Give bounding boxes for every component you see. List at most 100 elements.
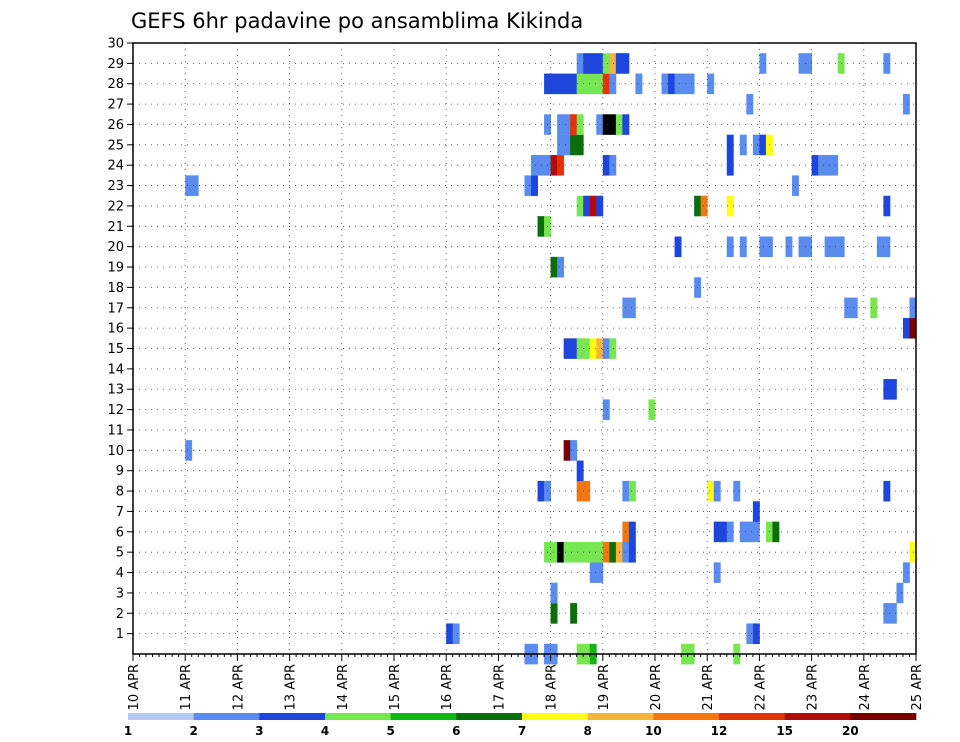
precip-cell	[550, 256, 558, 278]
heatmap-cells	[185, 53, 917, 665]
y-tick-label: 9	[116, 464, 124, 479]
precip-cell	[596, 562, 604, 583]
colorbar-segment	[719, 713, 785, 720]
precip-cell	[185, 440, 193, 461]
precip-cell	[713, 480, 721, 502]
precip-cell	[648, 399, 656, 420]
y-tick-label: 4	[116, 566, 124, 581]
x-tick-label: 15 APR	[388, 664, 403, 710]
colorbar-segment	[784, 713, 851, 720]
x-tick-label: 21 APR	[701, 664, 716, 710]
precip-cell	[752, 134, 760, 156]
precip-cell	[883, 480, 891, 502]
precip-cell	[602, 399, 610, 420]
x-tick-label: 16 APR	[440, 664, 455, 710]
precip-cell	[589, 53, 597, 74]
precip-cell	[726, 521, 734, 543]
precip-cell	[576, 480, 584, 502]
precip-cell	[707, 73, 715, 95]
x-tick-label: 19 APR	[597, 664, 612, 710]
precip-cell	[596, 53, 604, 74]
precip-cell	[752, 623, 760, 645]
precip-cell	[883, 53, 891, 74]
y-tick-label: 13	[107, 383, 124, 398]
precip-cell	[739, 236, 747, 258]
colorbar-segment	[259, 713, 326, 720]
x-tick-label: 25 APR	[910, 664, 925, 710]
precip-cell	[570, 338, 578, 359]
precip-cell	[805, 236, 813, 258]
precip-cell	[576, 114, 584, 135]
y-tick-label: 5	[116, 546, 124, 561]
precip-cell	[674, 73, 682, 95]
precip-cell	[602, 155, 610, 176]
colorbar-label: 2	[189, 724, 197, 738]
precip-cell	[570, 73, 578, 95]
precip-cell	[635, 73, 643, 95]
precip-cell	[563, 114, 571, 135]
precip-cell	[563, 541, 571, 563]
precip-cell	[563, 73, 571, 95]
precip-cell	[909, 317, 917, 339]
precip-cell	[589, 195, 597, 217]
precip-cell	[902, 317, 910, 339]
y-tick-label: 28	[107, 77, 124, 92]
precip-cell	[596, 195, 604, 217]
colorbar-label: 5	[386, 724, 394, 738]
precip-cell	[557, 256, 565, 278]
x-tick-label: 23 APR	[806, 664, 821, 710]
precip-cell	[576, 195, 584, 217]
precip-cell	[824, 155, 832, 176]
y-tick-label: 6	[116, 525, 124, 540]
precip-cell	[583, 195, 591, 217]
precip-cell	[831, 155, 839, 176]
precip-cell	[524, 175, 532, 196]
precip-cell	[557, 134, 565, 156]
y-tick-label: 1	[116, 627, 124, 642]
precip-cell	[602, 338, 610, 359]
y-tick-label: 18	[107, 281, 124, 296]
plot-frame	[132, 42, 917, 655]
precip-cell	[531, 175, 538, 196]
precip-cell	[550, 603, 558, 624]
y-tick-label: 2	[116, 607, 124, 622]
precip-cell	[583, 73, 591, 95]
colorbar-segment	[850, 713, 917, 720]
colorbar-segment	[456, 713, 523, 720]
precip-cell	[589, 541, 597, 563]
precip-cell	[759, 53, 767, 74]
colorbar-segment	[390, 713, 457, 720]
x-tick-label: 22 APR	[753, 664, 768, 710]
y-tick-label: 20	[107, 240, 124, 255]
precip-cell	[883, 236, 891, 258]
precip-cell	[889, 603, 897, 624]
colorbar-label: 8	[583, 724, 591, 738]
colorbar-segment	[587, 713, 654, 720]
y-tick-label: 17	[107, 301, 124, 316]
precip-cell	[752, 521, 760, 543]
precip-cell	[798, 236, 806, 258]
y-tick-label: 21	[107, 220, 124, 235]
precip-cell	[550, 73, 558, 95]
precip-cell	[550, 582, 558, 604]
y-tick-label: 12	[107, 403, 124, 418]
precip-cell	[576, 53, 584, 74]
precip-cell	[576, 134, 584, 156]
precip-cell	[902, 562, 910, 583]
precip-cell	[191, 175, 199, 196]
x-tick-label: 17 APR	[492, 664, 507, 710]
precip-cell	[883, 603, 891, 624]
y-tick-label: 16	[107, 322, 124, 337]
precip-cell	[583, 53, 591, 74]
precip-cell	[570, 134, 578, 156]
precip-cell	[896, 582, 904, 604]
precip-cell	[700, 195, 708, 217]
x-tick-label: 13 APR	[284, 664, 299, 710]
precip-cell	[707, 480, 715, 502]
colorbar: 1 2 3 4 5 6 7 8 10 12 15 20	[124, 713, 917, 738]
precip-cell	[628, 521, 636, 543]
precip-cell	[739, 134, 747, 156]
precip-cell	[583, 338, 591, 359]
x-tick-label: 12 APR	[231, 664, 246, 710]
precip-cell	[609, 73, 617, 95]
